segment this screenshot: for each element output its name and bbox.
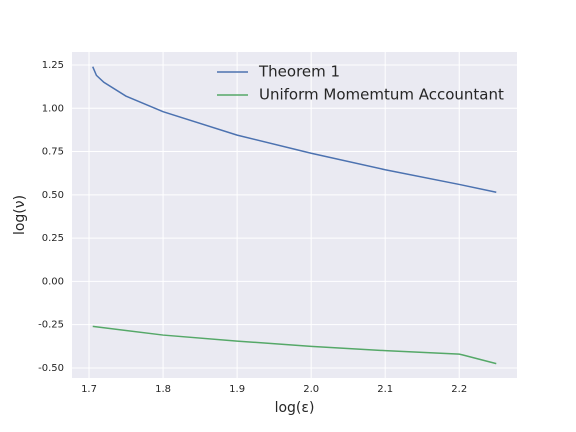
y-tick-label: 1.00 bbox=[42, 103, 64, 114]
y-tick-label: 0.00 bbox=[42, 276, 64, 287]
x-tick-label: 2.1 bbox=[377, 384, 393, 395]
y-tick-label: -0.25 bbox=[38, 320, 64, 331]
x-tick-label: 1.8 bbox=[155, 384, 171, 395]
grid bbox=[72, 52, 517, 378]
y-axis-label: log(ν) bbox=[12, 195, 28, 235]
line bbox=[92, 325, 497, 365]
line bbox=[92, 66, 497, 193]
x-tick-label: 2.0 bbox=[303, 384, 319, 395]
x-tick-label: 1.7 bbox=[81, 384, 97, 395]
plot-area bbox=[72, 52, 517, 378]
x-axis-label: log(ε) bbox=[275, 400, 315, 416]
y-tick-label: 0.50 bbox=[42, 190, 64, 201]
legend-label: Uniform Momemtum Accountant bbox=[259, 86, 504, 104]
x-tick-label: 2.2 bbox=[451, 384, 467, 395]
y-tick-label: 1.25 bbox=[42, 60, 64, 71]
y-tick-label: 0.75 bbox=[42, 147, 64, 158]
y-tick-label: 0.25 bbox=[42, 233, 64, 244]
y-tick-label: -0.50 bbox=[38, 363, 64, 374]
x-tick-label: 1.9 bbox=[229, 384, 245, 395]
legend-label: Theorem 1 bbox=[258, 63, 340, 81]
